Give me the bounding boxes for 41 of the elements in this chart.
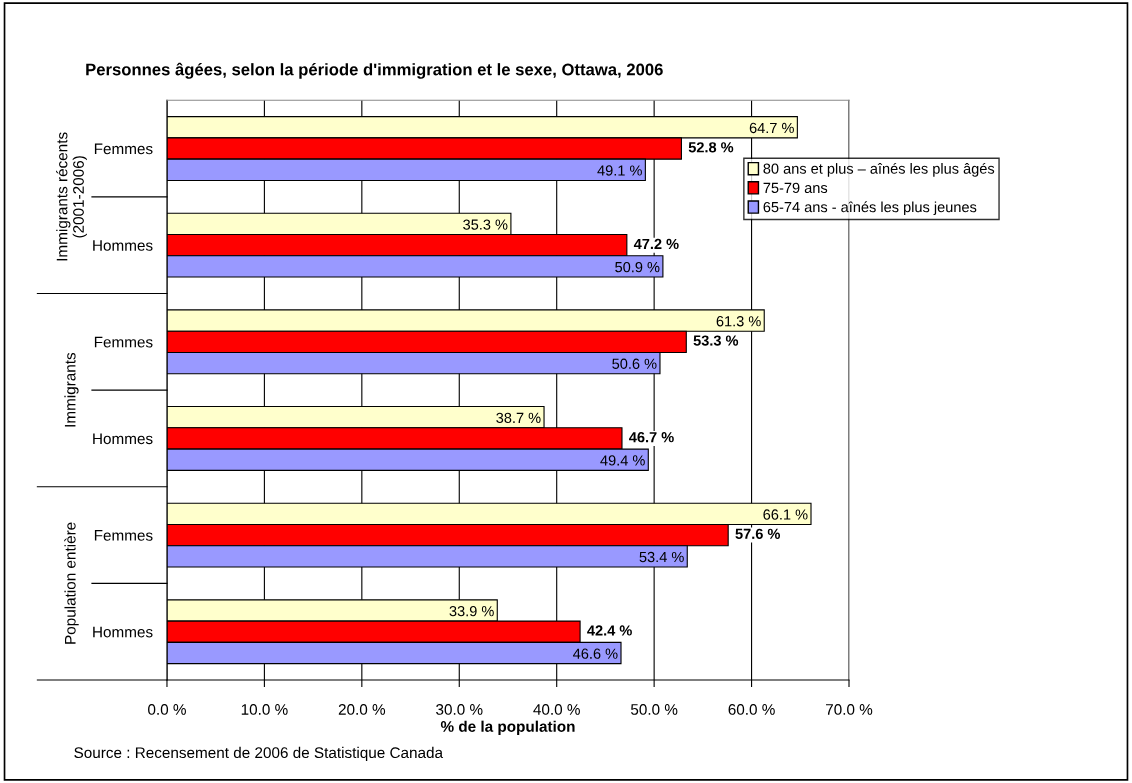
x-axis-title: % de la population [440,720,575,735]
data-label: 35.3 % [463,219,508,230]
data-label: 46.7 % [629,432,674,443]
data-label: 47.2 % [633,238,679,250]
text: Immigrants récents (2001-2006) [56,132,87,261]
data-label: 53.3 % [693,335,739,346]
data-label: 50.9 % [615,261,660,273]
data-label: 46.6 % [573,648,618,659]
source-note: Source : Recensement de 2006 de Statistique Canada [74,746,444,762]
data-label: 64.7 % [749,122,794,134]
legend-label: 80 ans et plus – aînés les plus âgés [763,162,995,177]
legend-label: 75-79 ans [763,182,828,194]
data-label: 33.9 % [449,605,494,617]
x-tick-label: 10.0 % [241,704,288,715]
data-label: 57.6 % [735,528,781,539]
chart-title: Personnes âgées, selon la période d'immigration et le sexe, Ottawa, 2006 [86,62,663,79]
x-tick-label: 20.0 % [338,704,386,715]
y-tick-label: Femmes [94,143,153,155]
y-tick-label: Hommes [93,433,153,445]
x-tick-label: 70.0 % [826,704,873,715]
data-label: 49.4 % [600,455,645,466]
x-tick-label: 50.0 % [630,704,678,715]
legend-label: 65-74 ans - aînés les plus jeunes [763,201,977,216]
data-label: 52.8 % [688,142,734,153]
data-label: 53.4 % [639,551,684,563]
y-tick-label: Femmes [94,530,153,541]
data-label: 49.1 % [597,165,642,176]
data-label: 38.7 % [496,412,541,424]
data-label: 66.1 % [763,509,808,520]
text: Immigrants [64,352,79,427]
x-tick-label: 40.0 % [533,704,580,715]
x-tick-label: 30.0 % [436,704,483,715]
y-tick-label: Hommes [93,240,153,251]
x-tick-label: 60.0 % [728,704,775,715]
x-tick-label: 0.0 % [148,704,186,715]
data-label: 61.3 % [716,316,761,327]
y-tick-label: Femmes [94,336,153,348]
text: Population entière [64,522,79,644]
y-tick-label: Hommes [93,626,153,638]
data-label: 42.4 % [587,625,632,636]
data-label: 50.6 % [612,358,657,369]
